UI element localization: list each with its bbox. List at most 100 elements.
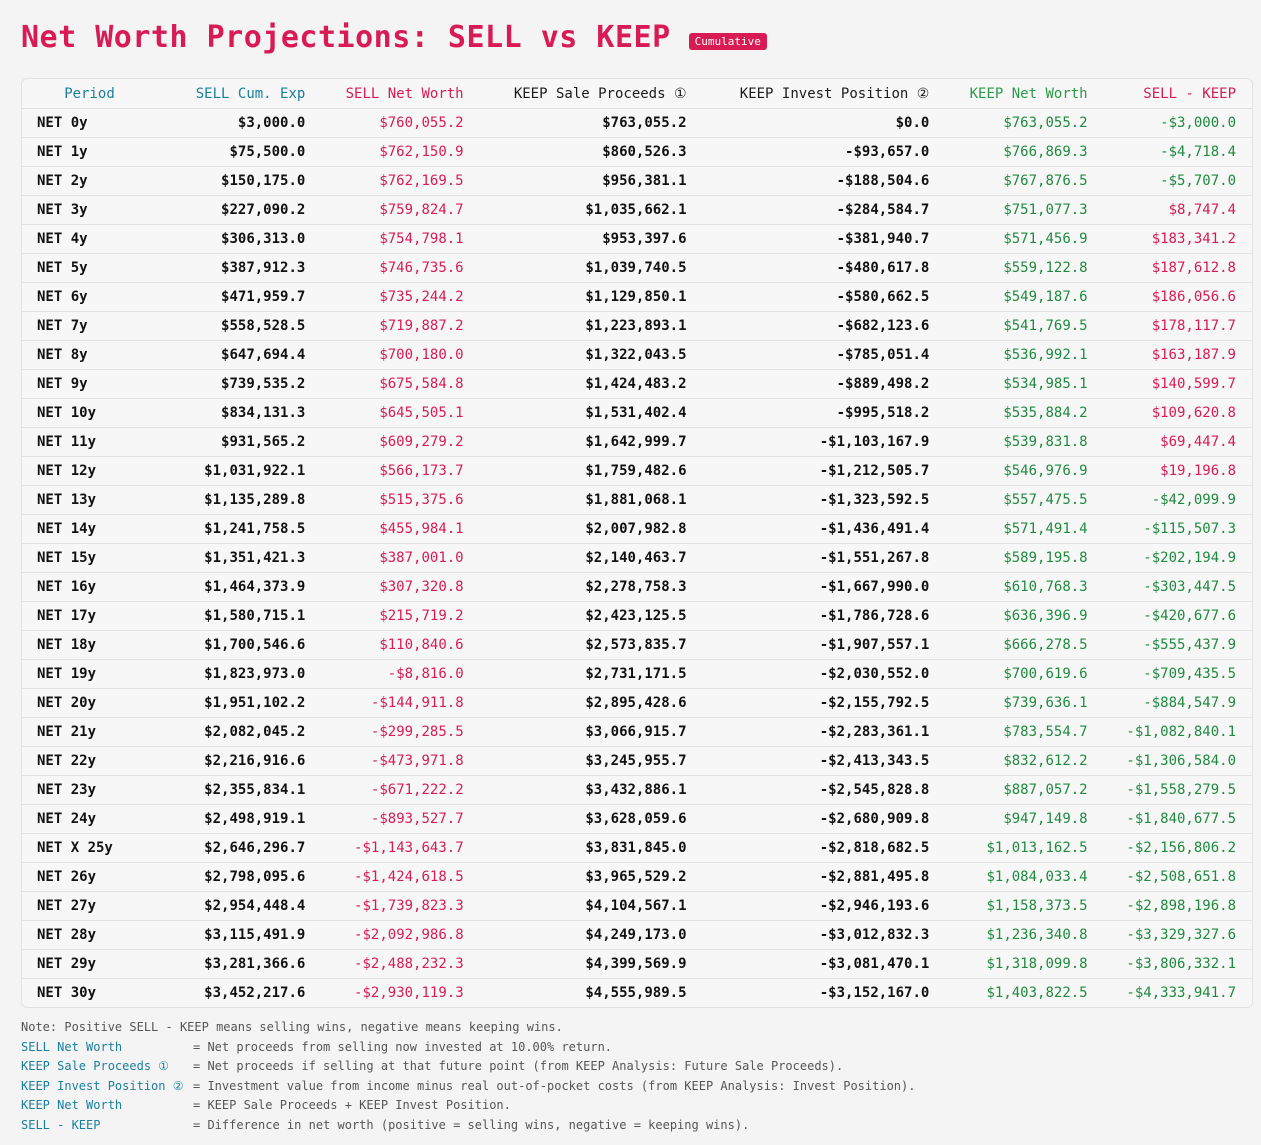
cell-keep-sale-proceeds: $4,249,173.0 (479, 920, 703, 950)
cell-keep-net-worth: $766,869.3 (945, 137, 1104, 167)
cell-keep-sale-proceeds: $3,965,529.2 (479, 862, 703, 892)
cell-keep-invest-position: -$2,680,909.8 (702, 804, 946, 834)
cell-period: NET 24y (22, 804, 173, 834)
cell-sell-minus-keep: $140,599.7 (1103, 369, 1252, 399)
cell-keep-net-worth: $666,278.5 (945, 630, 1104, 660)
cell-period: NET 2y (22, 166, 173, 196)
table-header-row: Period SELL Cum. Exp SELL Net Worth KEEP… (22, 79, 1252, 109)
cell-period: NET 12y (22, 456, 173, 486)
cell-keep-net-worth: $700,619.6 (945, 659, 1104, 689)
cell-sell-net-worth: $746,735.6 (321, 253, 480, 283)
projection-table-panel: Period SELL Cum. Exp SELL Net Worth KEEP… (21, 78, 1253, 1008)
table-row: NET 23y $2,355,834.1 -$671,222.2 $3,432,886… (22, 775, 1252, 805)
cell-keep-sale-proceeds: $956,381.1 (479, 166, 703, 196)
cell-sell-cum-exp: $558,528.5 (173, 311, 322, 341)
cell-period: NET 0y (22, 108, 173, 138)
cell-sell-cum-exp: $2,082,045.2 (173, 717, 322, 747)
notes-intro: Note: Positive SELL - KEEP means selling… (21, 1020, 563, 1034)
cell-keep-net-worth: $1,084,033.4 (945, 862, 1104, 892)
cell-period: NET 23y (22, 775, 173, 805)
header-keep-invest-position: KEEP Invest Position ② (702, 79, 946, 109)
cell-period: NET 27y (22, 891, 173, 921)
cell-period: NET 5y (22, 253, 173, 283)
cell-period: NET 20y (22, 688, 173, 718)
cell-keep-net-worth: $534,985.1 (945, 369, 1104, 399)
cell-keep-sale-proceeds: $1,881,068.1 (479, 485, 703, 515)
cell-keep-net-worth: $832,612.2 (945, 746, 1104, 776)
table-row: NET 6y $471,959.7 $735,244.2 $1,129,850.1 -$… (22, 282, 1252, 312)
table-row: NET 24y $2,498,919.1 -$893,527.7 $3,628,059… (22, 804, 1252, 834)
cell-sell-cum-exp: $1,700,546.6 (173, 630, 322, 660)
table-row: NET 12y $1,031,922.1 $566,173.7 $1,759,482.… (22, 456, 1252, 486)
cell-period: NET 18y (22, 630, 173, 660)
cell-sell-net-worth: -$299,285.5 (321, 717, 480, 747)
page-title: Net Worth Projections: SELL vs KEEP (21, 19, 671, 55)
notes-legend: SELL Net Worth = Net proceeds from sellin… (21, 1038, 1252, 1136)
cell-keep-invest-position: -$3,081,470.1 (702, 949, 946, 979)
cell-sell-net-worth: $754,798.1 (321, 224, 480, 254)
cell-sell-cum-exp: $834,131.3 (173, 398, 322, 428)
cell-sell-minus-keep: -$884,547.9 (1103, 688, 1252, 718)
cell-period: NET 29y (22, 949, 173, 979)
cell-period: NET 10y (22, 398, 173, 428)
note-text: = Net proceeds from selling now invested… (193, 1039, 613, 1054)
note-text: = Net proceeds if selling at that future… (193, 1059, 844, 1073)
cell-sell-minus-keep: -$2,156,806.2 (1103, 833, 1252, 863)
cell-keep-net-worth: $1,013,162.5 (945, 833, 1104, 863)
table-row: NET 7y $558,528.5 $719,887.2 $1,223,893.1 -$… (22, 311, 1252, 341)
cell-sell-minus-keep: -$4,718.4 (1103, 137, 1252, 167)
cell-sell-cum-exp: $739,535.2 (173, 369, 322, 399)
cell-keep-invest-position: -$3,152,167.0 (819, 985, 930, 1001)
cell-keep-invest-position: -$889,498.2 (702, 369, 946, 399)
cell-sell-minus-keep: $187,612.8 (1103, 253, 1252, 283)
cell-period: NET X 25y (22, 833, 173, 863)
cell-sell-cum-exp: $2,798,095.6 (173, 862, 322, 892)
cell-keep-sale-proceeds: $2,895,428.6 (479, 688, 703, 718)
cell-sell-net-worth: $566,173.7 (321, 456, 480, 486)
table-row: NET 16y $1,464,373.9 $307,320.8 $2,278,758.… (22, 572, 1252, 602)
cell-sell-net-worth: $645,505.1 (321, 398, 480, 428)
cell-keep-sale-proceeds: $3,628,059.6 (479, 804, 703, 834)
cell-sell-minus-keep: $163,187.9 (1103, 340, 1252, 370)
note-key: KEEP Sale Proceeds ① (21, 1059, 170, 1073)
cell-keep-net-worth: $636,396.9 (945, 601, 1104, 631)
cell-sell-minus-keep: $178,117.7 (1103, 311, 1252, 341)
cell-period: NET 3y (22, 195, 173, 225)
cell-keep-sale-proceeds: $3,432,886.1 (479, 775, 703, 805)
cell-keep-sale-proceeds: $953,397.6 (479, 224, 703, 254)
cell-keep-invest-position: -$381,940.7 (702, 224, 946, 254)
cell-period: NET 7y (22, 311, 173, 341)
cell-sell-cum-exp: $387,912.3 (173, 253, 322, 283)
cell-keep-sale-proceeds: $1,759,482.6 (479, 456, 703, 486)
cell-sell-net-worth: -$2,488,232.3 (321, 949, 480, 979)
cell-sell-net-worth: -$144,911.8 (321, 688, 480, 718)
cell-keep-sale-proceeds: $1,424,483.2 (479, 369, 703, 399)
table-row: NET 29y $3,281,366.6 -$2,488,232.3 $4,399,5… (22, 949, 1252, 979)
cell-keep-invest-position: -$1,212,505.7 (702, 456, 946, 486)
cell-sell-minus-keep: -$2,898,196.8 (1103, 891, 1252, 921)
cell-keep-invest-position: -$2,545,828.8 (702, 775, 946, 805)
cell-keep-invest-position: -$1,436,491.4 (702, 514, 946, 544)
cell-keep-sale-proceeds: $2,007,982.8 (479, 514, 703, 544)
cell-keep-net-worth: $1,318,099.8 (945, 949, 1104, 979)
table-row: NET 0y $3,000.0 $760,055.2 $763,055.2 $0.0 $7… (22, 108, 1252, 138)
cell-keep-net-worth: $571,456.9 (945, 224, 1104, 254)
table-row: NET 19y $1,823,973.0 -$8,816.0 $2,731,171.5… (22, 659, 1252, 689)
cell-sell-net-worth: $760,055.2 (321, 108, 480, 138)
cell-period: NET 1y (22, 137, 173, 167)
cell-sell-minus-keep: -$709,435.5 (1103, 659, 1252, 689)
table-row: NET 21y $2,082,045.2 -$299,285.5 $3,066,915… (22, 717, 1252, 747)
cell-keep-sale-proceeds: $2,140,463.7 (479, 543, 703, 573)
cell-sell-cum-exp: $471,959.7 (173, 282, 322, 312)
cell-keep-sale-proceeds: $1,039,740.5 (479, 253, 703, 283)
cell-keep-sale-proceeds: $4,104,567.1 (479, 891, 703, 921)
cell-sell-minus-keep: -$2,508,651.8 (1103, 862, 1252, 892)
cell-sell-minus-keep: -$555,437.9 (1103, 630, 1252, 660)
cell-sell-cum-exp: $227,090.2 (173, 195, 322, 225)
cell-sell-net-worth: -$1,143,643.7 (321, 833, 480, 863)
cell-sell-minus-keep: $183,341.2 (1103, 224, 1252, 254)
cell-keep-invest-position: $0.0 (702, 108, 946, 138)
cell-sell-cum-exp: $2,355,834.1 (173, 775, 322, 805)
cell-keep-net-worth: $1,236,340.8 (945, 920, 1104, 950)
